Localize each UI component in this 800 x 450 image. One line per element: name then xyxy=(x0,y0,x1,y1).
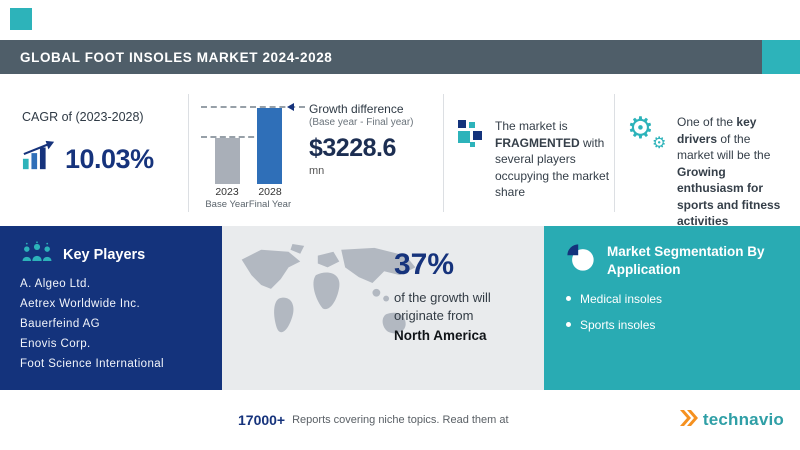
bar-label-2028: 2028 Final Year xyxy=(244,185,296,212)
footer-text: Reports covering niche topics. Read them… xyxy=(292,414,509,426)
list-item: Foot Science International xyxy=(20,358,165,370)
gear-large-icon: ⚙ xyxy=(627,112,654,145)
list-item: Sports insoles xyxy=(566,318,800,332)
fragmentation-text: The market is FRAGMENTED with several pl… xyxy=(495,118,613,220)
cagr-section: CAGR of (2023-2028) 10.03% xyxy=(0,86,188,220)
list-item: Aetrex Worldwide Inc. xyxy=(20,298,141,310)
growth-origin-text: of the growth will originate from xyxy=(394,290,491,324)
bar-year-2028: 2028 xyxy=(258,186,282,199)
bar-label-2023: 2023 Base Year xyxy=(201,185,253,212)
list-item: Enovis Corp. xyxy=(20,338,91,350)
growth-difference-section: 2023 Base Year 2028 Final Year Growth di… xyxy=(189,86,443,220)
key-driver-mid: of the market will be the xyxy=(677,131,771,163)
technavio-logo[interactable]: technavio xyxy=(679,409,784,431)
key-players-title: Key Players xyxy=(63,247,146,263)
reports-count: 17000+ xyxy=(238,412,286,428)
header-bar: GLOBAL FOOT INSOLES MARKET 2024-2028 xyxy=(0,40,800,74)
divider xyxy=(188,94,189,212)
left-arrow-icon xyxy=(287,103,294,111)
growth-difference-sublabel: (Base year - Final year) xyxy=(309,117,414,128)
segmentation-item-label: Sports insoles xyxy=(580,317,656,332)
gear-small-icon: ⚙ xyxy=(652,135,667,152)
top-left-accent-square xyxy=(10,8,32,30)
list-item: A. Algeo Ltd. xyxy=(20,278,91,290)
page-title: GLOBAL FOOT INSOLES MARKET 2024-2028 xyxy=(20,49,333,65)
fragmentation-pre: The market is xyxy=(495,119,568,133)
segmentation-item-label: Medical insoles xyxy=(580,291,663,306)
fragmentation-bold: FRAGMENTED xyxy=(495,135,580,150)
bar-caption-2028: Final Year xyxy=(248,199,292,211)
stats-row: CAGR of (2023-2028) 10.03% xyxy=(0,86,800,229)
list-item: Bauerfeind AG xyxy=(20,318,101,330)
key-driver-pre: One of the xyxy=(677,115,734,129)
growth-bars-arrow-icon xyxy=(22,140,56,175)
key-driver-section: ⚙ ⚙ One of the key drivers of the market… xyxy=(615,86,800,229)
growth-difference-value: $3228.6 xyxy=(309,134,396,162)
segmentation-panel: Market Segmentation By Application Medic… xyxy=(544,226,800,390)
pie-chart-icon xyxy=(566,243,596,279)
list-item: Medical insoles xyxy=(566,292,800,306)
key-driver-text: One of the key drivers of the market wil… xyxy=(677,114,786,228)
segmentation-list: Medical insoles Sports insoles xyxy=(566,292,800,332)
growth-origin-panel: 37% of the growth will originate from No… xyxy=(222,226,544,390)
mini-bar-chart: 2023 Base Year 2028 Final Year xyxy=(199,94,309,216)
key-driver-bold2: Growing enthusiasm for sports and fitnes… xyxy=(677,164,781,229)
segmentation-title: Market Segmentation By Application xyxy=(607,244,765,277)
bullet-dot-icon xyxy=(566,322,571,328)
key-driver-bold1: key drivers xyxy=(677,115,757,146)
cagr-label: CAGR of (2023-2028) xyxy=(22,110,144,124)
technavio-arrow-icon xyxy=(679,409,698,431)
divider xyxy=(614,94,615,212)
growth-origin-region: North America xyxy=(394,327,487,343)
key-players-panel: Key Players A. Algeo Ltd. Aetrex Worldwi… xyxy=(0,226,222,390)
lower-panels-row: Key Players A. Algeo Ltd. Aetrex Worldwi… xyxy=(0,226,800,390)
fragmentation-section: The market is FRAGMENTED with several pl… xyxy=(444,86,614,220)
key-players-list: A. Algeo Ltd. Aetrex Worldwide Inc. Baue… xyxy=(20,278,222,370)
growth-origin-percent: 37% xyxy=(394,248,455,281)
world-map-graphic xyxy=(228,242,433,369)
divider xyxy=(443,94,444,212)
footer: 17000+ Reports covering niche topics. Re… xyxy=(0,390,800,450)
people-group-icon xyxy=(20,241,54,269)
growth-difference-label: Growth difference xyxy=(309,102,404,116)
cagr-value: 10.03% xyxy=(65,144,154,174)
dashed-line-final xyxy=(201,106,305,108)
bar-caption-2023: Base Year xyxy=(205,199,249,211)
bar-year-2023: 2023 xyxy=(215,186,239,199)
fragmentation-post: with several players occupying the marke… xyxy=(495,135,610,200)
growth-difference-unit: mn xyxy=(309,165,325,177)
fragmented-squares-icon xyxy=(456,118,486,220)
dashed-line-base xyxy=(201,136,273,138)
header-right-accent-square xyxy=(762,40,800,74)
technavio-wordmark: technavio xyxy=(702,410,784,429)
bar-2028 xyxy=(257,108,282,184)
bar-2023 xyxy=(215,138,240,184)
gears-icon: ⚙ ⚙ xyxy=(627,114,669,220)
bullet-dot-icon xyxy=(566,296,571,302)
